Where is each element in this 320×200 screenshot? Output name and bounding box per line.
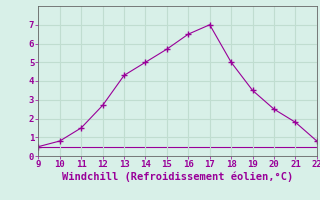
- X-axis label: Windchill (Refroidissement éolien,°C): Windchill (Refroidissement éolien,°C): [62, 172, 293, 182]
